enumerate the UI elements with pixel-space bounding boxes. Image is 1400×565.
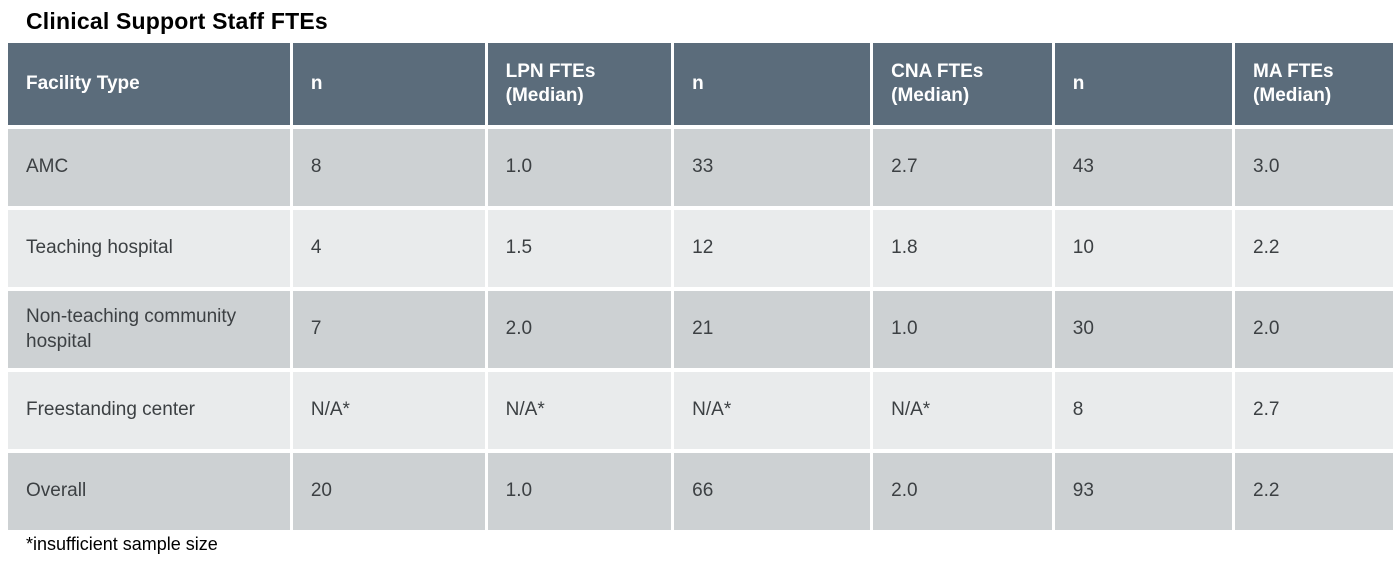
cell-lpn-ftes-median: N/A*: [487, 372, 672, 449]
cell-ma-ftes-median: 3.0: [1235, 129, 1393, 206]
table-header-row: Facility Type n LPN FTEs (Median) n CNA …: [8, 43, 1393, 125]
cell-cna-ftes-median: 2.0: [873, 453, 1052, 530]
cell-n-ma: 10: [1054, 210, 1233, 287]
cell-ma-ftes-median: 2.0: [1235, 291, 1393, 368]
cell-n-cna: 12: [674, 210, 871, 287]
cell-n-cna: N/A*: [674, 372, 871, 449]
cell-ma-ftes-median: 2.7: [1235, 372, 1393, 449]
cell-n-ma: 43: [1054, 129, 1233, 206]
cell-ma-ftes-median: 2.2: [1235, 453, 1393, 530]
page-title: Clinical Support Staff FTEs: [26, 8, 328, 34]
cell-n-cna: 33: [674, 129, 871, 206]
cell-n-cna: 66: [674, 453, 871, 530]
cell-lpn-ftes-median: 1.0: [487, 453, 672, 530]
cell-facility-type: Teaching hospital: [8, 210, 290, 287]
column-header-ma-ftes-median: MA FTEs (Median): [1235, 43, 1393, 125]
table-row-non-teaching-community-hospital: Non-teaching community hospital 7 2.0 21…: [8, 291, 1393, 368]
table-row-freestanding-center: Freestanding center N/A* N/A* N/A* N/A* …: [8, 372, 1393, 449]
page: Clinical Support Staff FTEs Facility Typ…: [0, 8, 1400, 565]
cell-facility-type: Overall: [8, 453, 290, 530]
cell-cna-ftes-median: N/A*: [873, 372, 1052, 449]
cell-n-ma: 8: [1054, 372, 1233, 449]
cell-facility-type: AMC: [8, 129, 290, 206]
cell-cna-ftes-median: 1.0: [873, 291, 1052, 368]
cell-ma-ftes-median: 2.2: [1235, 210, 1393, 287]
cell-cna-ftes-median: 2.7: [873, 129, 1052, 206]
cell-n-ma: 93: [1054, 453, 1233, 530]
column-header-n-lpn: n: [292, 43, 485, 125]
cell-n-lpn: 4: [292, 210, 485, 287]
cell-facility-type: Non-teaching community hospital: [8, 291, 290, 368]
cell-n-ma: 30: [1054, 291, 1233, 368]
cell-n-lpn: 7: [292, 291, 485, 368]
clinical-support-staff-table: Facility Type n LPN FTEs (Median) n CNA …: [8, 43, 1393, 530]
table-row-overall: Overall 20 1.0 66 2.0 93 2.2: [8, 453, 1393, 530]
table-row-teaching-hospital: Teaching hospital 4 1.5 12 1.8 10 2.2: [8, 210, 1393, 287]
cell-n-lpn: N/A*: [292, 372, 485, 449]
cell-lpn-ftes-median: 1.0: [487, 129, 672, 206]
cell-facility-type: Freestanding center: [8, 372, 290, 449]
cell-lpn-ftes-median: 1.5: [487, 210, 672, 287]
column-header-n-ma: n: [1054, 43, 1233, 125]
cell-lpn-ftes-median: 2.0: [487, 291, 672, 368]
table-row-amc: AMC 8 1.0 33 2.7 43 3.0: [8, 129, 1393, 206]
column-header-cna-ftes-median: CNA FTEs (Median): [873, 43, 1052, 125]
column-header-lpn-ftes-median: LPN FTEs (Median): [487, 43, 672, 125]
cell-n-cna: 21: [674, 291, 871, 368]
column-header-n-cna: n: [674, 43, 871, 125]
column-header-facility-type: Facility Type: [8, 43, 290, 125]
footnote: *insufficient sample size: [26, 534, 218, 554]
cell-n-lpn: 20: [292, 453, 485, 530]
cell-n-lpn: 8: [292, 129, 485, 206]
cell-cna-ftes-median: 1.8: [873, 210, 1052, 287]
